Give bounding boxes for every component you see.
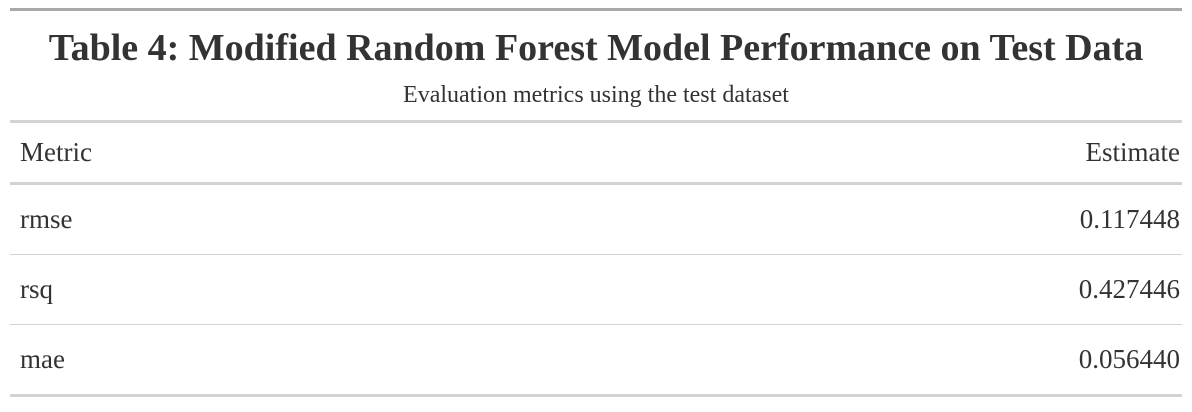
estimate-cell: 0.056440 xyxy=(509,324,1182,397)
estimate-cell: 0.117448 xyxy=(509,183,1182,255)
table-row: mae 0.056440 xyxy=(10,324,1182,397)
header-row: Metric Estimate xyxy=(10,123,1182,185)
metric-cell: rsq xyxy=(10,254,510,325)
top-rule xyxy=(10,8,1182,11)
estimate-cell: 0.427446 xyxy=(509,254,1182,325)
column-header-estimate: Estimate xyxy=(509,123,1182,185)
header-rule xyxy=(10,120,1182,123)
metrics-table-container: Table 4: Modified Random Forest Model Pe… xyxy=(10,8,1182,397)
column-header-metric: Metric xyxy=(10,123,510,185)
metric-cell: mae xyxy=(10,324,510,397)
table-row: rsq 0.427446 xyxy=(10,254,1182,325)
table-row: rmse 0.117448 xyxy=(10,183,1182,255)
table-title: Table 4: Modified Random Forest Model Pe… xyxy=(48,27,1144,69)
metrics-table: Metric Estimate rmse 0.117448 rsq 0.4274… xyxy=(10,123,1182,397)
metric-cell: rmse xyxy=(10,183,510,255)
table-subtitle: Evaluation metrics using the test datase… xyxy=(403,82,789,108)
